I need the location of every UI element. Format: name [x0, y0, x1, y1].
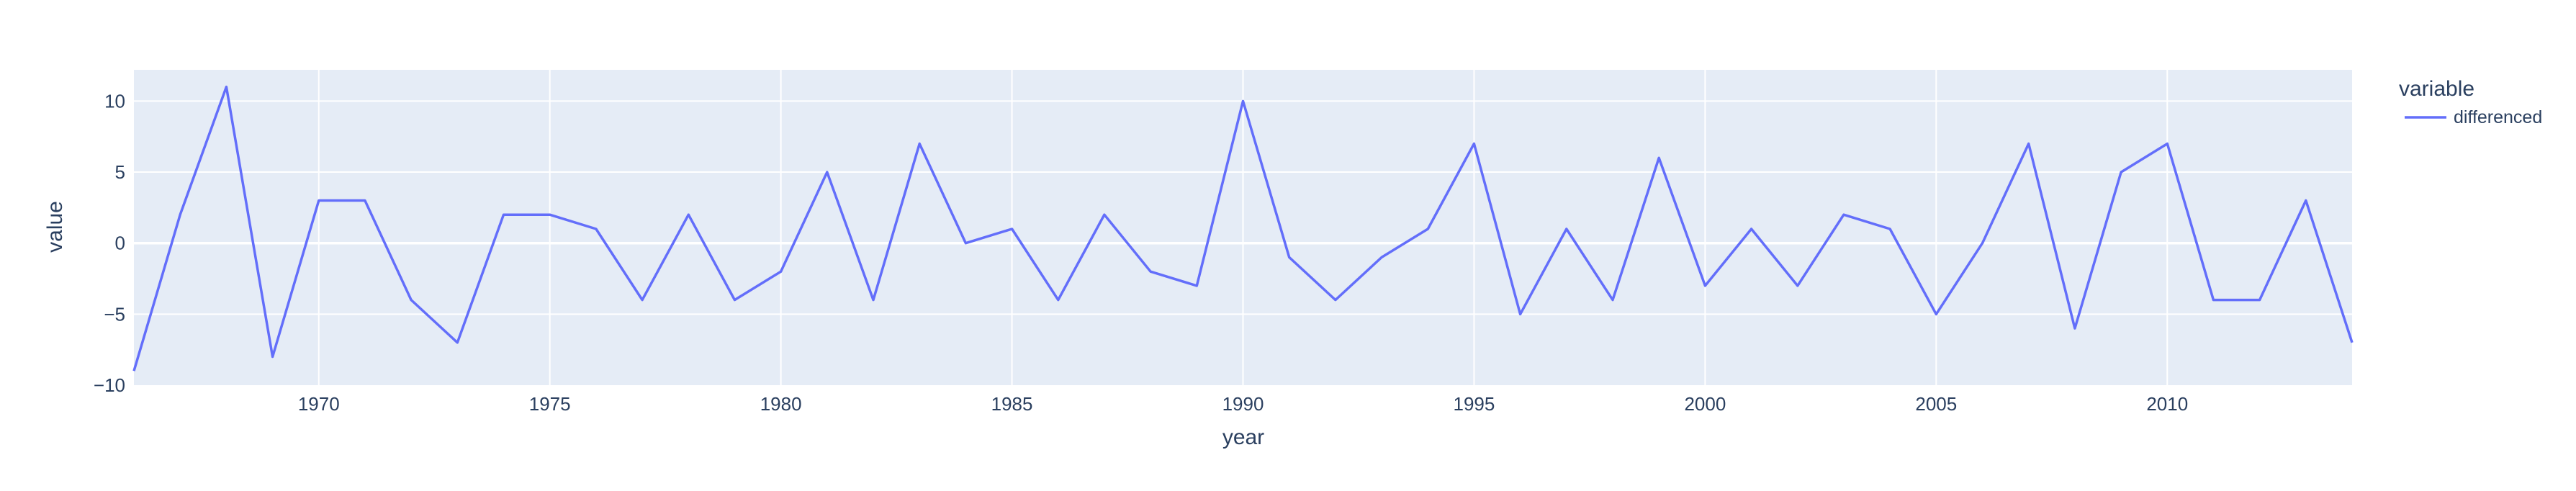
y-tick-label--10: −10: [94, 374, 125, 396]
x-gridlines: [318, 70, 2169, 385]
y-tick-labels: −10 −5 0 5 10: [94, 90, 125, 396]
legend-title: variable: [2399, 77, 2474, 101]
data-point-1988[interactable]: [1144, 265, 1157, 278]
data-point-1982[interactable]: [867, 294, 880, 307]
data-point-2001[interactable]: [1745, 222, 1758, 235]
data-point-1992[interactable]: [1329, 294, 1342, 307]
data-point-2004[interactable]: [1883, 222, 1896, 235]
data-point-1983[interactable]: [913, 138, 926, 150]
data-point-1997[interactable]: [1560, 222, 1573, 235]
data-point-2011[interactable]: [2207, 294, 2220, 307]
data-point-1993[interactable]: [1375, 251, 1388, 263]
data-point-1980[interactable]: [775, 265, 788, 278]
data-point-1996[interactable]: [1514, 307, 1527, 320]
data-point-1984[interactable]: [959, 237, 972, 250]
data-point-1978[interactable]: [682, 208, 695, 221]
legend[interactable]: variable differenced: [2399, 77, 2542, 127]
data-point-1969[interactable]: [266, 351, 279, 364]
data-point-2003[interactable]: [1837, 208, 1850, 221]
data-point-1998[interactable]: [1606, 294, 1619, 307]
x-tick-label-1980: 1980: [760, 393, 802, 415]
x-tick-label-2010: 2010: [2146, 393, 2188, 415]
x-tick-label-1975: 1975: [529, 393, 571, 415]
data-point-1977[interactable]: [636, 294, 649, 307]
y-tick-label-0: 0: [115, 233, 125, 254]
data-point-1972[interactable]: [405, 294, 418, 307]
data-point-1991[interactable]: [1283, 251, 1296, 263]
data-point-2014[interactable]: [2346, 336, 2359, 349]
data-point-1968[interactable]: [220, 81, 233, 94]
data-point-2013[interactable]: [2300, 194, 2312, 207]
data-point-1967[interactable]: [174, 208, 186, 221]
data-point-2002[interactable]: [1791, 279, 1804, 292]
data-point-1971[interactable]: [359, 194, 371, 207]
x-tick-label-2005: 2005: [1915, 393, 1957, 415]
data-point-1973[interactable]: [451, 336, 464, 349]
x-tick-labels: 1970 1975 1980 1985 1990 1995 2000 2005 2010: [298, 393, 2188, 415]
data-point-2008[interactable]: [2068, 322, 2081, 335]
y-tick-label-10: 10: [104, 90, 125, 112]
y-tick-label-5: 5: [115, 161, 125, 183]
data-point-1995[interactable]: [1467, 138, 1480, 150]
data-point-1989[interactable]: [1190, 279, 1203, 292]
data-point-1975[interactable]: [544, 208, 557, 221]
data-point-1999[interactable]: [1652, 151, 1665, 164]
x-tick-label-2000: 2000: [1684, 393, 1726, 415]
x-tick-label-1985: 1985: [991, 393, 1033, 415]
series-line-differenced[interactable]: [132, 85, 2354, 371]
data-point-1994[interactable]: [1421, 222, 1434, 235]
data-point-2000[interactable]: [1698, 279, 1711, 292]
data-point-1985[interactable]: [1006, 222, 1019, 235]
data-point-1979[interactable]: [728, 294, 741, 307]
y-tick-label--5: −5: [104, 303, 125, 325]
x-axis-title: year: [1222, 425, 1264, 449]
x-tick-label-1970: 1970: [298, 393, 340, 415]
data-point-1966[interactable]: [127, 364, 140, 377]
data-point-2012[interactable]: [2253, 294, 2266, 307]
series-layer: [127, 81, 2359, 377]
data-point-2005[interactable]: [1929, 307, 1942, 320]
y-axis-title: value: [43, 201, 67, 253]
data-point-1981[interactable]: [821, 166, 834, 179]
data-point-1990[interactable]: [1237, 94, 1250, 107]
data-point-1976[interactable]: [590, 222, 603, 235]
legend-label-differenced[interactable]: differenced: [2454, 107, 2542, 127]
data-point-2007[interactable]: [2022, 138, 2035, 150]
data-point-2010[interactable]: [2161, 138, 2174, 150]
data-point-1974[interactable]: [497, 208, 510, 221]
data-point-1986[interactable]: [1052, 294, 1065, 307]
x-tick-label-1990: 1990: [1222, 393, 1264, 415]
data-point-2006[interactable]: [1976, 237, 1989, 250]
x-tick-label-1995: 1995: [1454, 393, 1495, 415]
data-point-1970[interactable]: [312, 194, 325, 207]
data-point-1987[interactable]: [1098, 208, 1111, 221]
data-point-2009[interactable]: [2115, 166, 2127, 179]
